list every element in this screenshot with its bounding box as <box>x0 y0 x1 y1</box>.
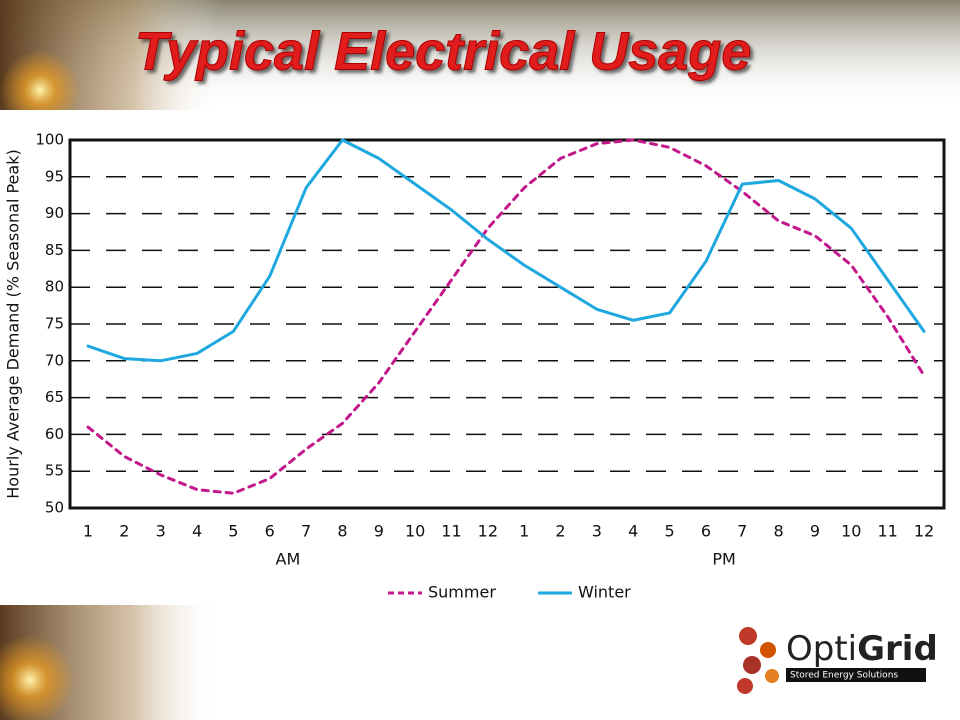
x-tick-label: 12 <box>478 522 498 541</box>
x-tick-label: 9 <box>810 522 820 541</box>
x-tick-label: 7 <box>301 522 311 541</box>
logo-name-bold: Grid <box>857 629 938 669</box>
series-line <box>86 138 926 495</box>
x-tick-label: 2 <box>555 522 565 541</box>
x-tick-label: 11 <box>877 522 897 541</box>
x-tick-label: 12 <box>914 522 934 541</box>
y-tick-label: 90 <box>45 204 64 222</box>
y-tick-label: 80 <box>45 278 64 296</box>
chart-title: Typical Electrical Usage <box>135 21 751 81</box>
plot-frame <box>68 138 946 510</box>
logo-bar <box>786 668 926 682</box>
logo-icon <box>765 669 779 683</box>
x-tick-label: 2 <box>119 522 129 541</box>
logo-name: Opti <box>786 629 857 669</box>
glow <box>0 635 75 720</box>
y-axis-label: Hourly Average Demand (% Seasonal Peak) <box>4 149 23 498</box>
x-tick-label: 6 <box>701 522 711 541</box>
y-tick-label: 95 <box>45 167 64 185</box>
y-tick-label: 50 <box>45 499 64 517</box>
x-tick-label: 11 <box>441 522 461 541</box>
x-tick-label: 1 <box>83 522 93 541</box>
y-tick-label: 70 <box>45 351 64 369</box>
x-tick-label: 1 <box>519 522 529 541</box>
x-tick-label: 8 <box>774 522 784 541</box>
logo-icon <box>737 678 753 694</box>
x-tick-label: 10 <box>405 522 425 541</box>
x-group-label: PM <box>712 550 735 569</box>
x-tick-label: 3 <box>156 522 166 541</box>
y-tick-label: 85 <box>45 241 64 259</box>
x-group-label: AM <box>276 550 301 569</box>
x-tick-label: 5 <box>228 522 238 541</box>
x-tick-label: 7 <box>737 522 747 541</box>
logo-tagline: Stored Energy Solutions <box>790 671 898 681</box>
legend-label: Summer <box>428 583 496 602</box>
x-tick-label: 5 <box>664 522 674 541</box>
logo: OptiGrid Stored Energy Solutions 5055606… <box>35 131 946 694</box>
logo-text: OptiGrid <box>786 629 938 669</box>
x-tick-label: 4 <box>192 522 202 541</box>
x-tick-label: 3 <box>592 522 602 541</box>
legend-label: Winter <box>578 583 631 602</box>
x-tick-label: 9 <box>374 522 384 541</box>
logo-icon <box>739 627 757 645</box>
y-tick-label: 65 <box>45 388 64 406</box>
logo-icon <box>743 656 761 674</box>
y-tick-label: 100 <box>35 131 64 149</box>
x-tick-label: 4 <box>628 522 638 541</box>
x-tick-label: 6 <box>265 522 275 541</box>
y-tick-label: 60 <box>45 425 64 443</box>
x-tick-label: 10 <box>841 522 861 541</box>
series-line <box>86 138 926 363</box>
y-tick-label: 75 <box>45 315 64 333</box>
x-tick-label: 8 <box>337 522 347 541</box>
logo-icon <box>760 642 776 658</box>
y-tick-label: 55 <box>45 462 64 480</box>
